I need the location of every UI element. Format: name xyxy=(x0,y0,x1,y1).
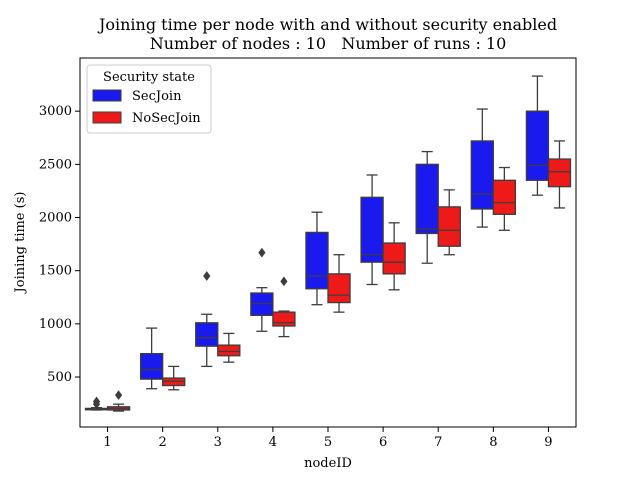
x-tick-label: 2 xyxy=(159,435,167,450)
legend-label-nosecjoin: NoSecJoin xyxy=(132,111,201,126)
y-tick-label: 2500 xyxy=(39,157,72,172)
box-iqr xyxy=(415,163,439,235)
box-secjoin-7 xyxy=(415,150,439,264)
box-secjoin-6 xyxy=(360,174,384,286)
chart-subtitle: Number of nodes : 10 Number of runs : 10 xyxy=(150,34,507,53)
y-tick-label: 1000 xyxy=(39,317,72,332)
x-tick-label: 3 xyxy=(214,435,222,450)
y-tick-label: 500 xyxy=(47,370,72,385)
box-iqr xyxy=(382,242,406,275)
outlier-point xyxy=(114,390,123,400)
box-nosecjoin-5 xyxy=(327,254,351,313)
y-tick-label: 2000 xyxy=(39,211,72,226)
box-iqr xyxy=(305,231,329,290)
legend: Security state SecJoin NoSecJoin xyxy=(86,64,212,134)
box-nosecjoin-8 xyxy=(492,166,517,231)
box-iqr xyxy=(492,179,517,215)
box-secjoin-1 xyxy=(84,396,109,411)
x-tick-label: 4 xyxy=(269,435,277,450)
box-nosecjoin-4 xyxy=(272,276,296,338)
chart-title: Joining time per node with and without s… xyxy=(97,15,557,34)
x-tick-label: 1 xyxy=(103,435,111,450)
y-tick-label: 3000 xyxy=(39,104,72,119)
box-secjoin-2 xyxy=(139,327,164,390)
box-secjoin-9 xyxy=(525,75,550,196)
x-tick-label: 8 xyxy=(489,435,497,450)
legend-label-secjoin: SecJoin xyxy=(132,89,182,104)
outlier-point xyxy=(203,271,211,281)
legend-swatch-nosecjoin xyxy=(92,111,122,124)
y-tick-label: 1500 xyxy=(39,264,72,279)
box-nosecjoin-6 xyxy=(382,222,406,291)
legend-swatch-secjoin xyxy=(92,89,122,102)
box-iqr xyxy=(327,273,351,304)
x-tick-label: 5 xyxy=(324,435,332,450)
box-iqr xyxy=(470,140,494,210)
box-nosecjoin-7 xyxy=(437,189,461,256)
outlier-point xyxy=(92,396,101,407)
box-nosecjoin-1 xyxy=(106,390,131,412)
x-tick-label: 9 xyxy=(544,435,552,450)
box-iqr xyxy=(272,311,296,327)
box-secjoin-8 xyxy=(470,108,494,228)
box-secjoin-5 xyxy=(305,211,329,306)
box-iqr xyxy=(139,352,164,380)
box-secjoin-3 xyxy=(195,271,219,368)
box-iqr xyxy=(525,110,550,181)
x-axis-label: nodeID xyxy=(304,456,352,471)
x-tick-label: 6 xyxy=(379,435,387,450)
x-tick-label: 7 xyxy=(434,435,442,450)
box-iqr xyxy=(360,196,384,263)
box-nosecjoin-2 xyxy=(162,365,186,391)
box-iqr xyxy=(217,344,241,357)
box-nosecjoin-3 xyxy=(217,332,241,363)
y-axis-label: Joining time (s) xyxy=(13,192,28,295)
box-iqr xyxy=(547,158,572,188)
box-iqr xyxy=(437,206,461,247)
outlier-point xyxy=(280,276,288,287)
plot-area: 500 1000 1500 2000 2500 3000 1 2 3 4 5 6 7 8 9 xyxy=(39,57,577,450)
box-iqr xyxy=(195,322,219,347)
outlier-point xyxy=(258,247,266,258)
box-nosecjoin-9 xyxy=(547,140,572,209)
legend-title: Security state xyxy=(103,70,195,85)
box-secjoin-4 xyxy=(250,247,274,332)
